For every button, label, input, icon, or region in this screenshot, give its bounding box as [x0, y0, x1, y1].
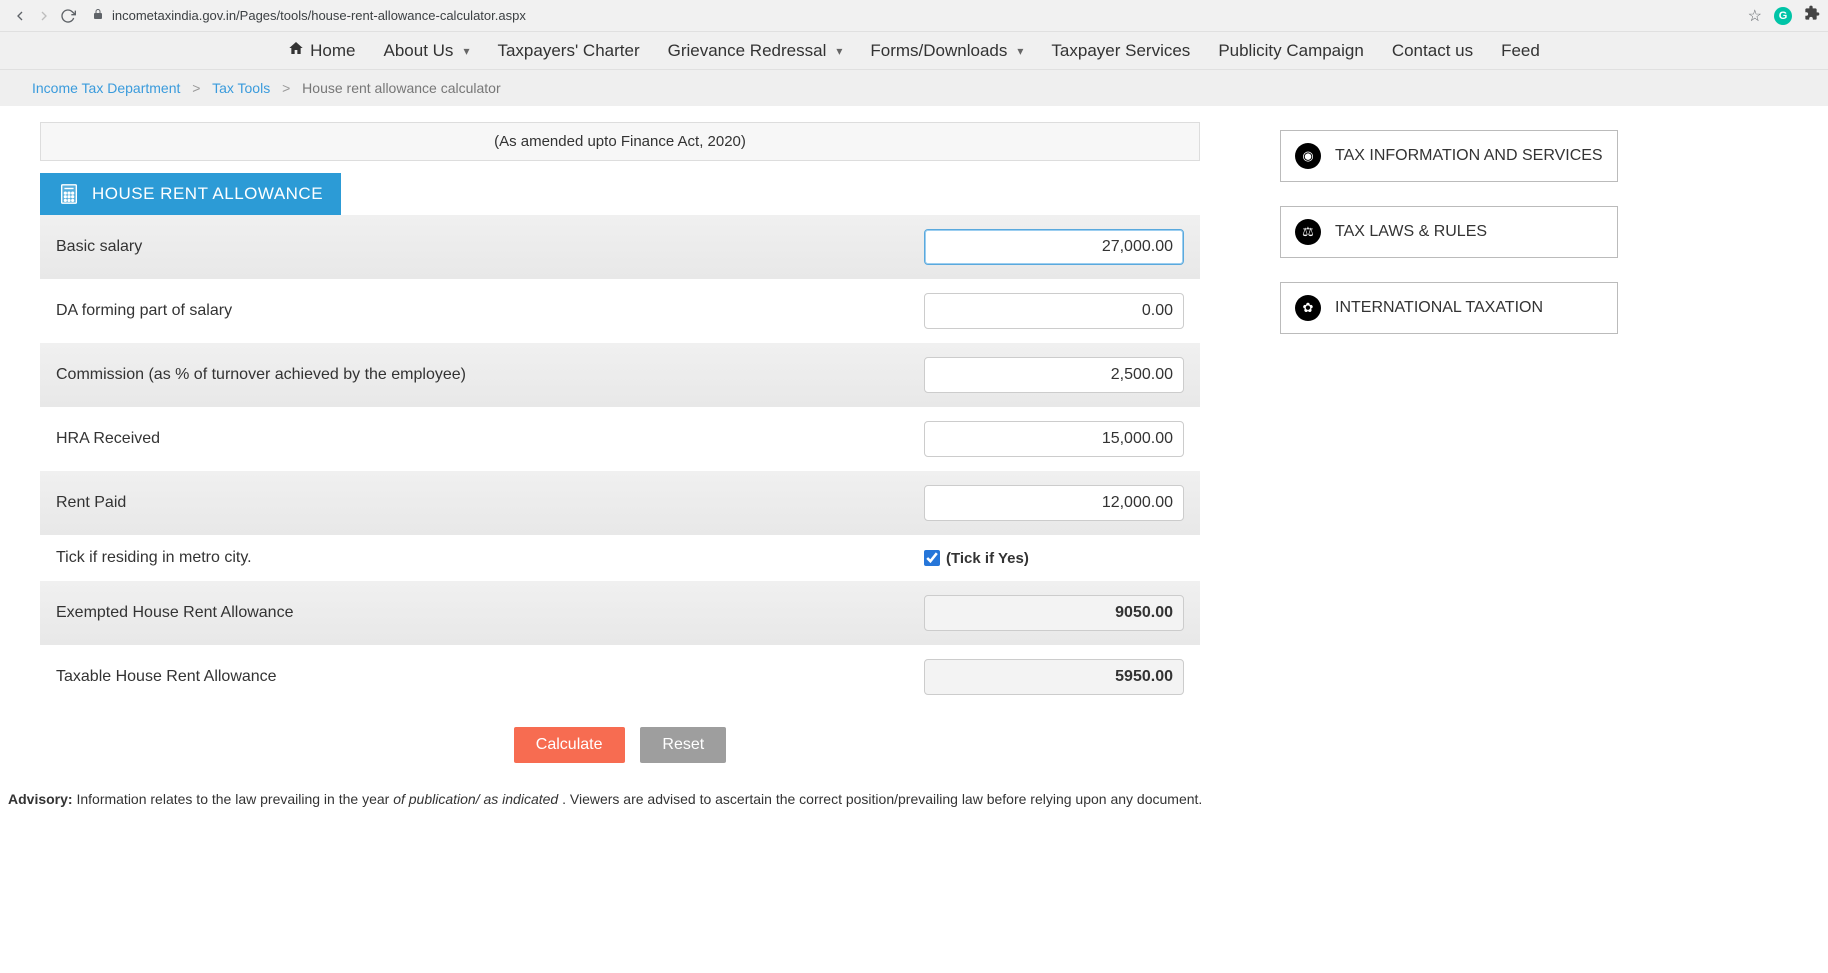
hint-metro: (Tick if Yes): [946, 550, 1029, 567]
nav-taxpayer-services[interactable]: Taxpayer Services: [1037, 40, 1204, 61]
nav-about-us[interactable]: About Us▾: [370, 40, 484, 61]
home-icon: [288, 40, 304, 61]
nav-contact-us[interactable]: Contact us: [1378, 40, 1487, 61]
reload-button[interactable]: [56, 4, 80, 28]
row-basic-salary: Basic salary: [40, 215, 1200, 279]
globe-icon: ✿: [1295, 295, 1321, 321]
calculate-button[interactable]: Calculate: [514, 727, 625, 763]
nav-publicity-campaign[interactable]: Publicity Campaign: [1204, 40, 1378, 61]
back-button[interactable]: [8, 4, 32, 28]
lock-icon: [92, 8, 104, 23]
input-hra-received[interactable]: [924, 421, 1184, 457]
main-navigation: Home About Us▾ Taxpayers' Charter Grieva…: [0, 32, 1828, 70]
browser-extensions: ☆ G: [1748, 5, 1820, 26]
row-hra-received: HRA Received: [40, 407, 1200, 471]
breadcrumb-root[interactable]: Income Tax Department: [32, 80, 180, 96]
breadcrumb-bar: Income Tax Department > Tax Tools > Hous…: [0, 70, 1828, 106]
balance-icon: ⚖: [1295, 219, 1321, 245]
breadcrumb: Income Tax Department > Tax Tools > Hous…: [0, 80, 1828, 96]
sidebar-tax-laws-rules[interactable]: ⚖ TAX LAWS & RULES: [1280, 206, 1618, 258]
sidebar: ◉ TAX INFORMATION AND SERVICES ⚖ TAX LAW…: [1280, 122, 1618, 771]
info-circle-icon: ◉: [1295, 143, 1321, 169]
label-taxable-hra: Taxable House Rent Allowance: [56, 668, 924, 686]
browser-chrome: incometaxindia.gov.in/Pages/tools/house-…: [0, 0, 1828, 32]
sidebar-international-taxation[interactable]: ✿ INTERNATIONAL TAXATION: [1280, 282, 1618, 334]
label-metro: Tick if residing in metro city.: [56, 549, 924, 567]
sidebar-tax-info-services[interactable]: ◉ TAX INFORMATION AND SERVICES: [1280, 130, 1618, 182]
nav-feedback[interactable]: Feed: [1487, 40, 1554, 61]
row-metro-check: Tick if residing in metro city. (Tick if…: [40, 535, 1200, 581]
chevron-down-icon: ▾: [463, 44, 469, 58]
input-commission[interactable]: [924, 357, 1184, 393]
label-commission: Commission (as % of turnover achieved by…: [56, 366, 924, 384]
forward-button[interactable]: [32, 4, 56, 28]
amendment-note: (As amended upto Finance Act, 2020): [40, 122, 1200, 161]
label-rent-paid: Rent Paid: [56, 494, 924, 512]
extensions-puzzle-icon[interactable]: [1804, 5, 1820, 26]
breadcrumb-current: House rent allowance calculator: [302, 80, 500, 96]
checkbox-metro[interactable]: [924, 550, 940, 566]
calculator-title: HOUSE RENT ALLOWANCE: [40, 173, 341, 215]
label-hra-received: HRA Received: [56, 430, 924, 448]
grammarly-extension-icon[interactable]: G: [1774, 7, 1792, 25]
bookmark-star-icon[interactable]: ☆: [1748, 6, 1762, 26]
output-exempted-hra: [924, 595, 1184, 631]
nav-home[interactable]: Home: [274, 40, 369, 61]
row-rent-paid: Rent Paid: [40, 471, 1200, 535]
nav-taxpayers-charter[interactable]: Taxpayers' Charter: [483, 40, 653, 61]
chevron-down-icon: ▾: [836, 44, 842, 58]
advisory-text: Advisory: Information relates to the law…: [0, 771, 1828, 819]
output-taxable-hra: [924, 659, 1184, 695]
row-exempted-hra: Exempted House Rent Allowance: [40, 581, 1200, 645]
label-da: DA forming part of salary: [56, 302, 924, 320]
reset-button[interactable]: Reset: [640, 727, 726, 763]
label-exempted-hra: Exempted House Rent Allowance: [56, 604, 924, 622]
row-da: DA forming part of salary: [40, 279, 1200, 343]
breadcrumb-tax-tools[interactable]: Tax Tools: [212, 80, 270, 96]
label-basic-salary: Basic salary: [56, 238, 924, 256]
chevron-down-icon: ▾: [1017, 44, 1023, 58]
nav-grievance[interactable]: Grievance Redressal▾: [654, 40, 857, 61]
row-commission: Commission (as % of turnover achieved by…: [40, 343, 1200, 407]
input-rent-paid[interactable]: [924, 485, 1184, 521]
calculator-icon: [58, 183, 80, 205]
row-taxable-hra: Taxable House Rent Allowance: [40, 645, 1200, 709]
input-basic-salary[interactable]: [924, 229, 1184, 265]
input-da[interactable]: [924, 293, 1184, 329]
nav-forms-downloads[interactable]: Forms/Downloads▾: [856, 40, 1037, 61]
address-bar[interactable]: incometaxindia.gov.in/Pages/tools/house-…: [92, 8, 1736, 23]
url-text: incometaxindia.gov.in/Pages/tools/house-…: [112, 8, 526, 23]
